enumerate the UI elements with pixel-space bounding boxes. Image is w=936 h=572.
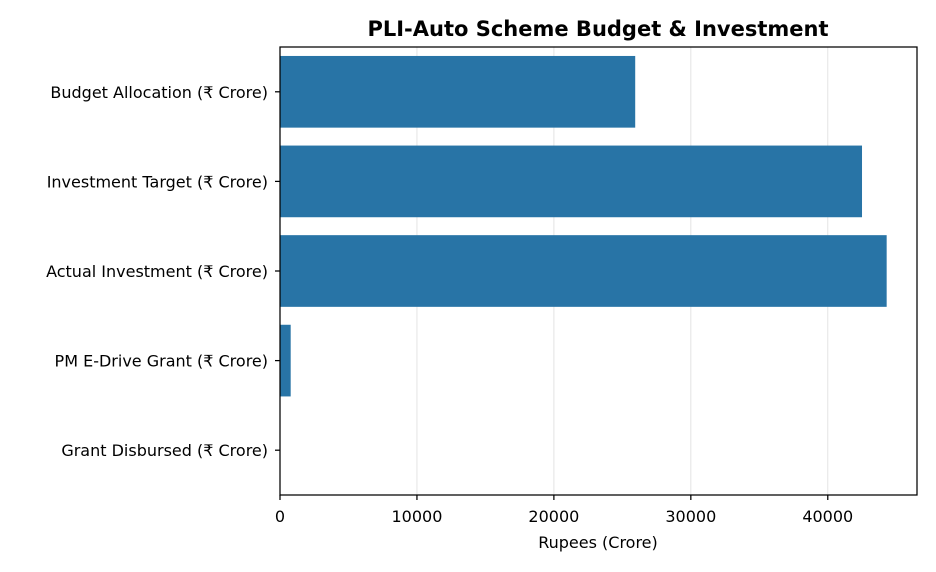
y-tick-label: Budget Allocation (₹ Crore) (50, 83, 268, 102)
bar (280, 235, 887, 307)
x-ticks: 0 10000 20000 30000 40000 (275, 495, 853, 526)
bar (280, 55, 636, 128)
x-tick-label: 10000 (391, 507, 442, 526)
x-tick-label: 0 (275, 507, 285, 526)
y-tick-label: PM E-Drive Grant (₹ Crore) (55, 352, 268, 371)
bar (280, 145, 863, 218)
y-tick-label: Grant Disbursed (₹ Crore) (61, 441, 268, 460)
x-tick-label: 20000 (528, 507, 579, 526)
bars-layer (280, 55, 887, 397)
x-tick-label: 40000 (802, 507, 853, 526)
bar (280, 324, 291, 397)
y-tick-label: Actual Investment (₹ Crore) (46, 262, 268, 281)
x-axis-label: Rupees (Crore) (538, 533, 658, 552)
chart-title: PLI-Auto Scheme Budget & Investment (367, 17, 828, 41)
x-tick-label: 30000 (665, 507, 716, 526)
y-tick-label: Investment Target (₹ Crore) (47, 172, 268, 191)
y-ticks: Budget Allocation (₹ Crore) Investment Ta… (46, 83, 280, 460)
